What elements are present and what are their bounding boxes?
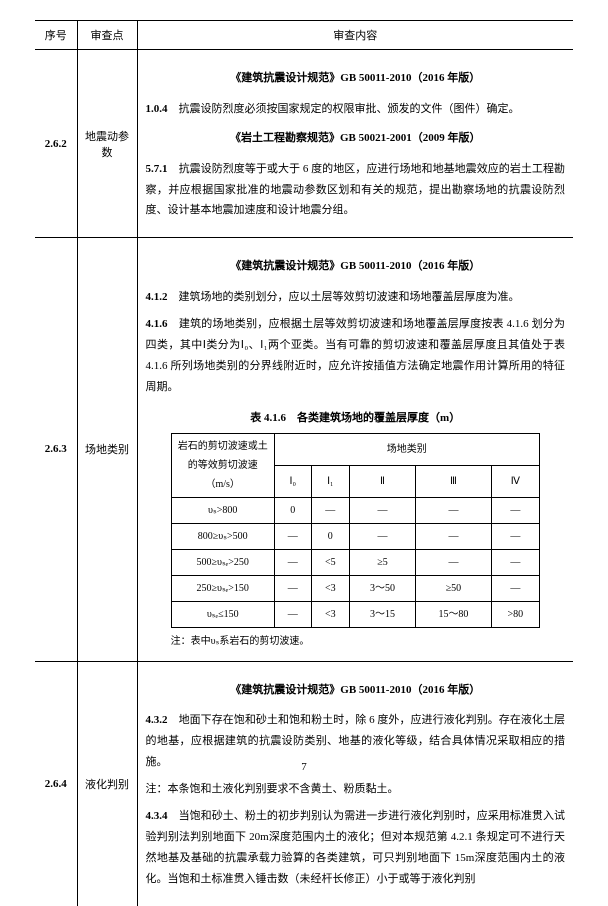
spec-title: 《建筑抗震设计规范》GB 50011-2010（2016 年版） bbox=[146, 68, 566, 89]
clause-number: 4.3.4 bbox=[146, 810, 179, 822]
inner-cell: 3～50 bbox=[349, 575, 415, 601]
header-point: 审查点 bbox=[77, 21, 137, 50]
clause-text: 建筑场地的类别划分，应以土层等效剪切波速和场地覆盖层厚度为准。 bbox=[179, 291, 520, 303]
clause-text: 抗震设防烈度必须按国家规定的权限审批、颁发的文件（图件）确定。 bbox=[179, 103, 520, 115]
row-point: 场地类别 bbox=[77, 238, 137, 661]
clause-para: 4.1.6 建筑的场地类别，应根据土层等效剪切波速和场地覆盖层厚度按表 4.1.… bbox=[146, 314, 566, 398]
page-number: 7 bbox=[0, 761, 608, 773]
inner-header-wavespeed: 岩石的剪切波速或土的等效剪切波速（m/s） bbox=[171, 433, 274, 497]
inner-cell: 0 bbox=[311, 523, 349, 549]
clause-para: 5.7.1 抗震设防烈度等于或大于 6 度的地区，应进行场地和地基地震效应的岩土… bbox=[146, 159, 566, 222]
inner-cell: — bbox=[311, 497, 349, 523]
inner-cell: 0 bbox=[274, 497, 311, 523]
inner-category-header: Ⅲ bbox=[416, 465, 492, 497]
clause-text: 当饱和砂土、粉土的初步判别认为需进一步进行液化判别时，应采用标准贯入试验判别法判… bbox=[146, 810, 566, 885]
row-seq: 2.6.4 bbox=[35, 661, 77, 906]
inner-cell: — bbox=[274, 601, 311, 627]
inner-cell: — bbox=[349, 497, 415, 523]
clause-number: 4.1.6 bbox=[146, 318, 179, 330]
spec-title: 《建筑抗震设计规范》GB 50011-2010（2016 年版） bbox=[146, 256, 566, 277]
inner-cell: — bbox=[349, 523, 415, 549]
spec-title: 《建筑抗震设计规范》GB 50011-2010（2016 年版） bbox=[146, 680, 566, 701]
inner-category-header: Ⅰ₀ bbox=[274, 465, 311, 497]
inner-cell: — bbox=[416, 523, 492, 549]
inner-cell: >80 bbox=[491, 601, 539, 627]
inner-row-label: υₛₑ≤150 bbox=[171, 601, 274, 627]
row-content: 《建筑抗震设计规范》GB 50011-2010（2016 年版） 1.0.4 抗震… bbox=[137, 50, 573, 238]
clause-para: 4.1.2 建筑场地的类别划分，应以土层等效剪切波速和场地覆盖层厚度为准。 bbox=[146, 287, 566, 308]
inner-cell: ≥5 bbox=[349, 549, 415, 575]
inner-cell: — bbox=[274, 523, 311, 549]
clause-para: 4.3.4 当饱和砂土、粉土的初步判别认为需进一步进行液化判别时，应采用标准贯入… bbox=[146, 806, 566, 890]
inner-cell: ≥50 bbox=[416, 575, 492, 601]
clause-text: 抗震设防烈度等于或大于 6 度的地区，应进行场地和地基地震效应的岩土工程勘察，并… bbox=[146, 163, 566, 217]
inner-cell: <3 bbox=[311, 601, 349, 627]
inner-cell: — bbox=[416, 497, 492, 523]
inner-row-label: 800≥υₛ>500 bbox=[171, 523, 274, 549]
clause-number: 5.7.1 bbox=[146, 163, 179, 175]
inner-category-header: Ⅳ bbox=[491, 465, 539, 497]
inner-cell: — bbox=[491, 497, 539, 523]
inner-cell: — bbox=[416, 549, 492, 575]
row-content: 《建筑抗震设计规范》GB 50011-2010（2016 年版）4.3.2 地面… bbox=[137, 661, 573, 906]
inner-row-label: 250≥υₛₑ>150 bbox=[171, 575, 274, 601]
header-seq: 序号 bbox=[35, 21, 77, 50]
header-content: 审查内容 bbox=[137, 21, 573, 50]
inner-category-header: Ⅰ₁ bbox=[311, 465, 349, 497]
spec-title: 《岩土工程勘察规范》GB 50021-2001（2009 年版） bbox=[146, 128, 566, 149]
inner-cell: — bbox=[491, 523, 539, 549]
row-seq: 2.6.3 bbox=[35, 238, 77, 661]
clause-text: 建筑的场地类别，应根据土层等效剪切波速和场地覆盖层厚度按表 4.1.6 划分为四… bbox=[146, 318, 566, 393]
coverage-thickness-table: 岩石的剪切波速或土的等效剪切波速（m/s）场地类别Ⅰ₀Ⅰ₁ⅡⅢⅣυₛ>8000—… bbox=[171, 433, 540, 628]
inner-cell: — bbox=[491, 549, 539, 575]
inner-cell: — bbox=[491, 575, 539, 601]
inner-cell: 15～80 bbox=[416, 601, 492, 627]
clause-number: 1.0.4 bbox=[146, 103, 179, 115]
inner-cell: <3 bbox=[311, 575, 349, 601]
inner-table-caption: 表 4.1.6 各类建筑场地的覆盖层厚度（m） bbox=[146, 408, 566, 429]
clause-para: 1.0.4 抗震设防烈度必须按国家规定的权限审批、颁发的文件（图件）确定。 bbox=[146, 99, 566, 120]
row-point: 液化判别 bbox=[77, 661, 137, 906]
row-content: 《建筑抗震设计规范》GB 50011-2010（2016 年版） 4.1.2 建筑… bbox=[137, 238, 573, 661]
row-seq: 2.6.2 bbox=[35, 50, 77, 238]
inner-cell: 3～15 bbox=[349, 601, 415, 627]
clause-number: 4.3.2 bbox=[146, 714, 179, 726]
inner-cell: <5 bbox=[311, 549, 349, 575]
inner-category-header: Ⅱ bbox=[349, 465, 415, 497]
clause-text: 注：本条饱和土液化判别要求不含黄土、粉质黏土。 bbox=[146, 783, 399, 795]
clause-para: 注：本条饱和土液化判别要求不含黄土、粉质黏土。 bbox=[146, 779, 566, 800]
inner-header-category: 场地类别 bbox=[274, 433, 539, 465]
inner-cell: — bbox=[274, 549, 311, 575]
inner-table-note: 注：表中υₛ系岩石的剪切波速。 bbox=[171, 632, 565, 651]
inner-row-label: υₛ>800 bbox=[171, 497, 274, 523]
clause-number: 4.1.2 bbox=[146, 291, 179, 303]
inner-cell: — bbox=[274, 575, 311, 601]
row-point: 地震动参数 bbox=[77, 50, 137, 238]
inner-row-label: 500≥υₛₑ>250 bbox=[171, 549, 274, 575]
